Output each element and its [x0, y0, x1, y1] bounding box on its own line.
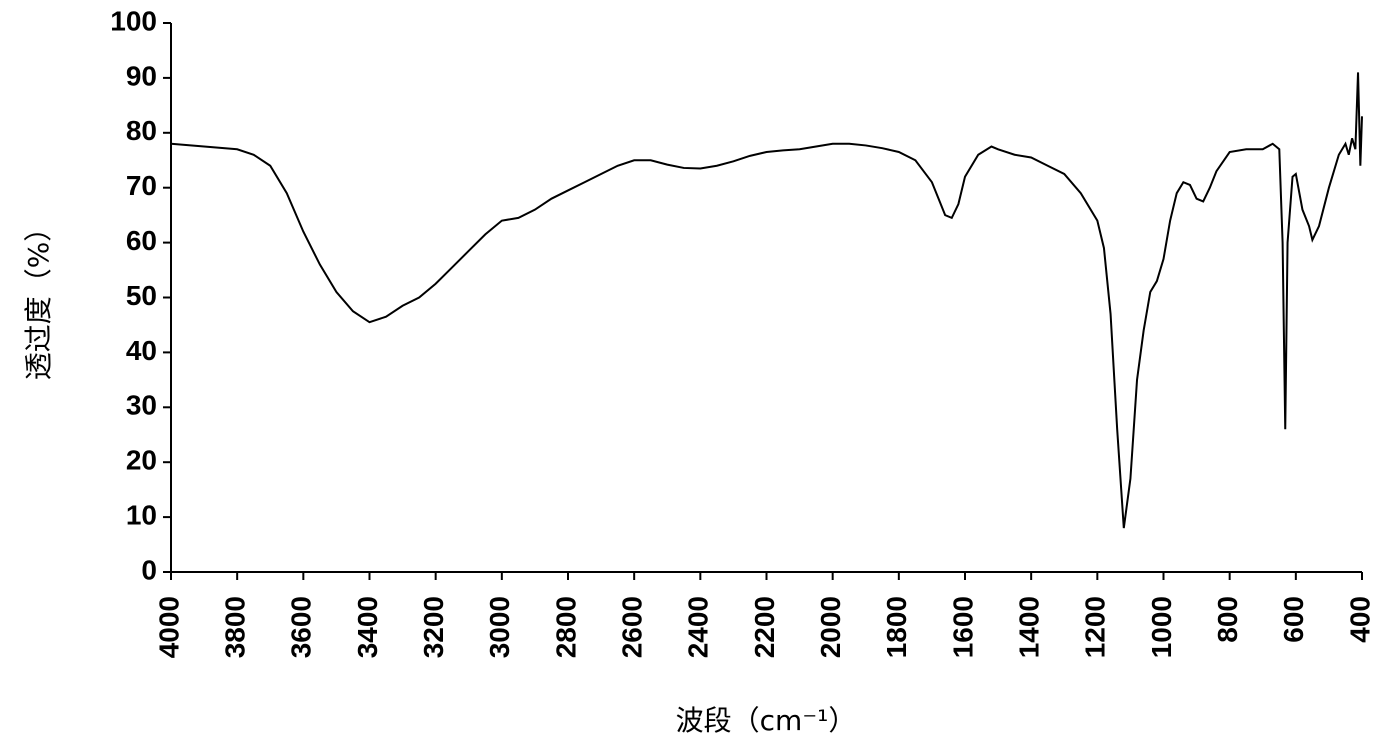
y-tick-label: 40: [126, 335, 157, 366]
x-tick-label: 2800: [550, 596, 581, 658]
y-tick-label: 60: [126, 225, 157, 256]
x-tick-label: 2600: [617, 596, 648, 658]
x-tick-label: 3200: [418, 596, 449, 658]
y-tick-label: 20: [126, 445, 157, 476]
y-tick-label: 50: [126, 280, 157, 311]
x-tick-label: 1800: [881, 596, 912, 658]
x-tick-label: 1600: [947, 596, 978, 658]
x-tick-label: 2200: [749, 596, 780, 658]
y-tick-label: 100: [110, 5, 157, 36]
x-tick-label: 1200: [1080, 596, 1111, 658]
x-tick-label: 1400: [1014, 596, 1045, 658]
y-tick-label: 90: [126, 60, 157, 91]
x-tick-label: 3000: [484, 596, 515, 658]
x-tick-label: 400: [1344, 596, 1375, 643]
x-axis-label: 波段（cm⁻¹）: [676, 704, 857, 737]
y-tick-label: 70: [126, 170, 157, 201]
x-tick-label: 1000: [1146, 596, 1177, 658]
y-tick-label: 80: [126, 115, 157, 146]
x-tick-label: 800: [1212, 596, 1243, 643]
x-tick-label: 4000: [153, 596, 184, 658]
x-tick-label: 2400: [683, 596, 714, 658]
spectrum-line: [170, 72, 1363, 529]
x-tick-label: 3600: [286, 596, 317, 658]
y-axis-label: 透过度（%）: [22, 214, 55, 381]
x-tick-label: 2000: [815, 596, 846, 658]
y-tick-label: 30: [126, 390, 157, 421]
y-tick-label: 10: [126, 499, 157, 530]
x-tick-label: 3400: [352, 596, 383, 658]
x-tick-label: 600: [1278, 596, 1309, 643]
x-tick-label: 3800: [220, 596, 251, 658]
y-tick-label: 0: [141, 554, 157, 585]
